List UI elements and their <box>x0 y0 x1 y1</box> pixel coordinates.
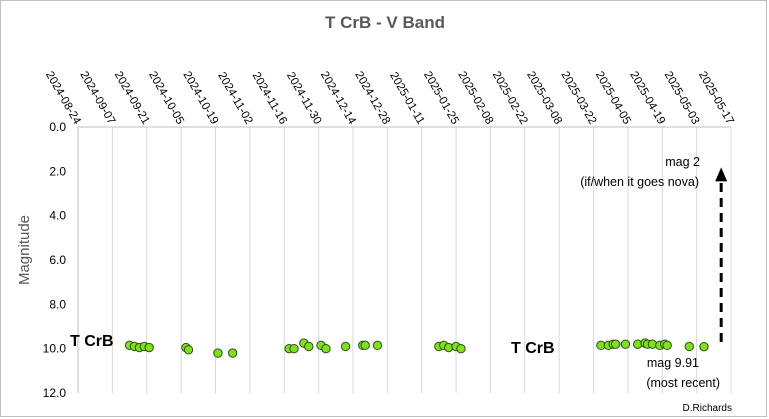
x-tick-label: 2024-08-24 <box>43 70 83 127</box>
x-tick-label: 2024-10-05 <box>146 70 186 127</box>
data-point <box>144 342 154 353</box>
data-point <box>321 343 331 354</box>
x-tick-label: 2025-01-11 <box>387 70 426 126</box>
x-tick-label: 2024-09-07 <box>77 70 117 127</box>
chart-title: T CrB - V Band <box>325 13 445 32</box>
data-point <box>183 345 194 355</box>
x-tick-label: 2024-12-14 <box>318 70 358 127</box>
x-tick-label: 2025-05-17 <box>696 70 736 127</box>
credit-label: D.Richards <box>683 403 732 414</box>
x-tick-labels: 2024-08-242024-09-072024-09-212024-10-05… <box>43 70 736 127</box>
data-point <box>699 341 709 352</box>
x-tick-label: 2024-09-21 <box>112 70 152 127</box>
nova-label-line1: mag 2 <box>665 155 700 169</box>
x-tick-label: 2025-04-19 <box>627 70 667 127</box>
x-tick-label: 2024-11-30 <box>284 70 323 126</box>
x-tick-label: 2025-02-08 <box>455 70 495 127</box>
data-point <box>610 339 621 349</box>
data-point <box>360 340 370 351</box>
x-tick-label: 2025-02-22 <box>490 70 530 127</box>
data-point <box>372 340 383 351</box>
data-point <box>662 340 672 351</box>
x-tick-label: 2025-05-03 <box>662 70 702 127</box>
data-point <box>340 341 351 352</box>
y-tick-label: 12.0 <box>43 386 67 400</box>
gridlines <box>111 127 732 393</box>
series-label-left: T CrB <box>70 333 114 350</box>
x-tick-label: 2025-04-05 <box>593 70 633 127</box>
recent-label-line2: (most recent) <box>646 376 720 390</box>
nova-arrow <box>715 167 728 343</box>
data-point <box>227 348 238 358</box>
y-tick-label: 0.0 <box>49 120 66 134</box>
data-points <box>124 338 709 358</box>
data-point <box>289 343 299 354</box>
data-point <box>684 341 694 352</box>
axes <box>77 126 731 393</box>
x-tick-label: 2024-11-02 <box>215 70 254 126</box>
x-tick-label: 2024-12-28 <box>352 70 392 127</box>
x-tick-label: 2024-11-16 <box>250 70 289 126</box>
y-tick-label: 6.0 <box>49 253 66 267</box>
y-tick-label: 10.0 <box>43 342 67 356</box>
y-tick-label: 4.0 <box>49 209 66 223</box>
y-tick-label: 2.0 <box>49 164 66 178</box>
x-tick-label: 2025-01-25 <box>421 70 461 127</box>
x-tick-label: 2024-10-19 <box>180 70 220 127</box>
recent-label-line1: mag 9.91 <box>647 356 699 370</box>
data-point <box>456 343 466 354</box>
data-point <box>213 348 223 358</box>
x-tick-label: 2025-03-08 <box>524 70 564 127</box>
y-tick-labels: 0.0 2.0 4.0 6.0 8.0 10.0 12.0 <box>43 120 67 400</box>
y-tick-label: 8.0 <box>49 297 66 311</box>
data-point <box>304 341 314 352</box>
data-point <box>620 339 631 349</box>
x-tick-label: 2025-03-22 <box>559 70 599 127</box>
series-label-right: T CrB <box>511 340 555 357</box>
nova-label-line2: (if/when it goes nova) <box>580 175 699 189</box>
nova-arrow-head <box>715 167 728 182</box>
y-axis-label: Magnitude <box>16 215 33 285</box>
